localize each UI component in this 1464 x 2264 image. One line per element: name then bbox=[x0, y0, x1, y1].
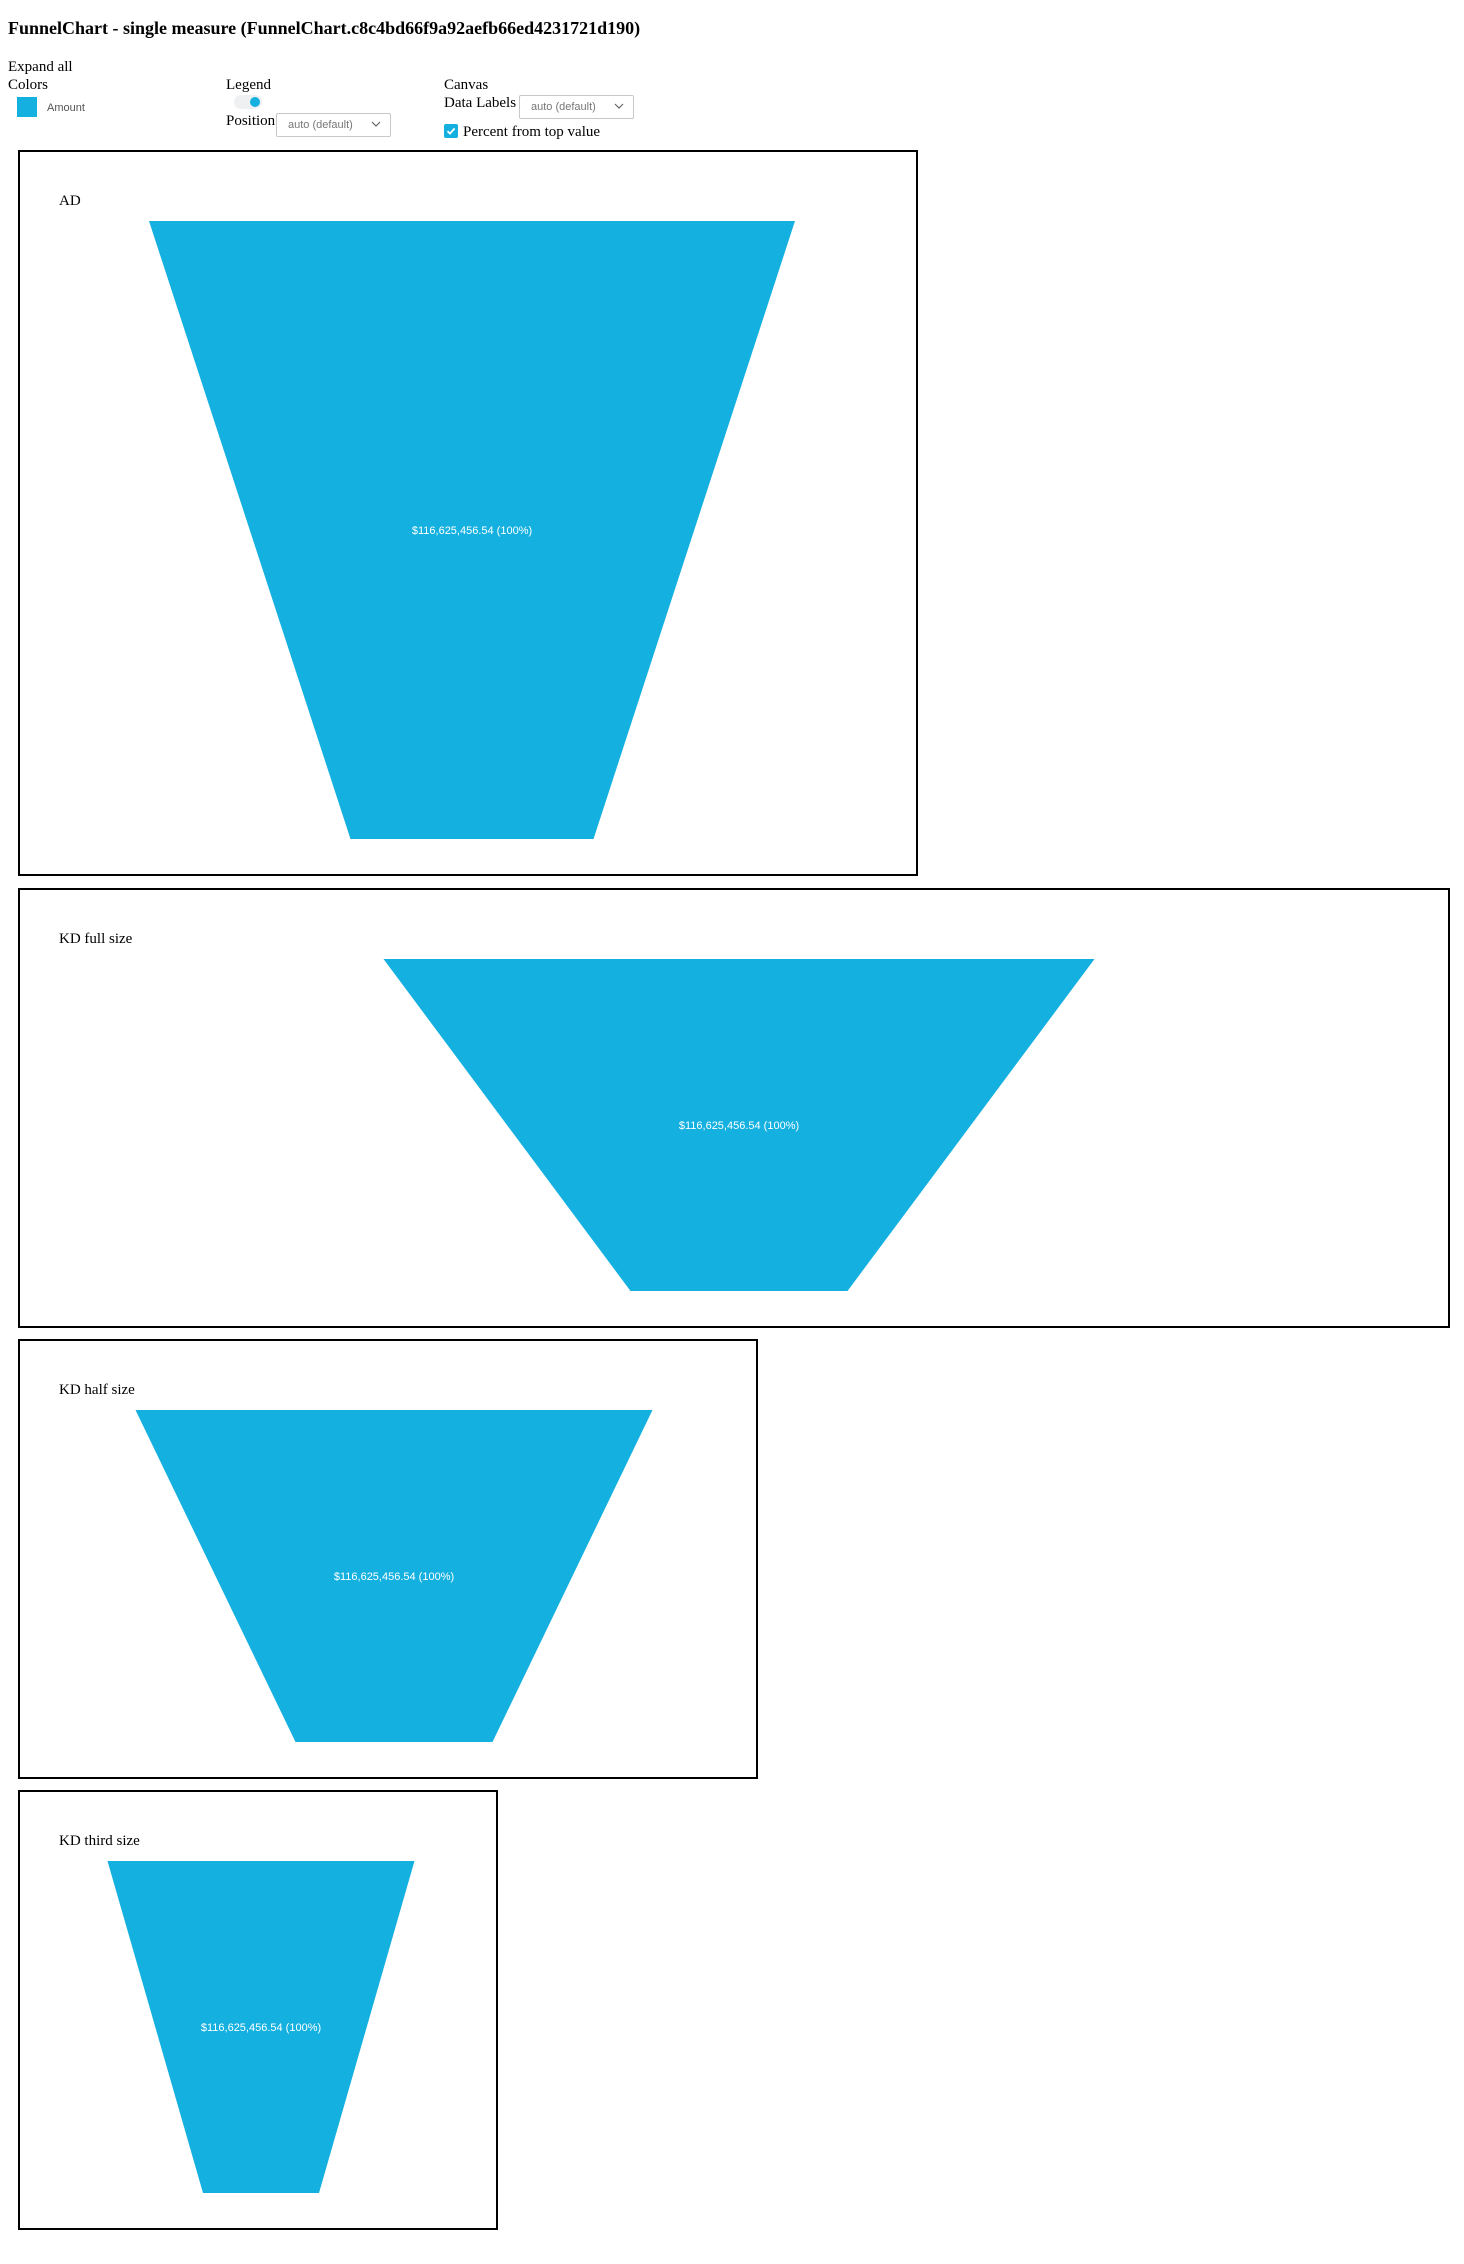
chevron-down-icon bbox=[371, 121, 381, 127]
funnel-plot: $116,625,456.54 (100%) bbox=[135, 1410, 653, 1742]
legend-label-amount: Amount bbox=[47, 102, 85, 114]
legend-toggle[interactable] bbox=[234, 95, 262, 109]
colors-label: Colors bbox=[8, 77, 49, 93]
position-label: Position bbox=[226, 113, 276, 129]
toggle-knob bbox=[250, 97, 260, 107]
data-labels-select-value: auto (default) bbox=[531, 101, 596, 113]
chart-title: KD full size bbox=[59, 931, 133, 947]
chart-title: KD third size bbox=[59, 1833, 140, 1849]
funnel-data-label: $116,625,456.54 (100%) bbox=[201, 2022, 321, 2034]
percent-label: Percent from top value bbox=[463, 124, 601, 140]
funnel-segment[interactable] bbox=[107, 1861, 415, 2193]
chart-card-kd-half: KD half size $116,625,456.54 (100%) bbox=[18, 1339, 758, 1779]
chart-card-kd-third: KD third size $116,625,456.54 (100%) bbox=[18, 1790, 498, 2230]
funnel-data-label: $116,625,456.54 (100%) bbox=[412, 525, 532, 537]
chevron-down-icon bbox=[614, 103, 624, 109]
percent-checkbox[interactable] bbox=[444, 124, 458, 138]
position-select-value: auto (default) bbox=[288, 119, 353, 131]
chart-title: AD bbox=[59, 193, 81, 209]
page-title: FunnelChart - single measure (FunnelChar… bbox=[8, 18, 641, 38]
legend-swatch-amount[interactable] bbox=[17, 97, 37, 117]
funnel-data-label: $116,625,456.54 (100%) bbox=[334, 1571, 454, 1583]
expand-all-link[interactable]: Expand all bbox=[8, 59, 73, 75]
chart-title: KD half size bbox=[59, 1382, 135, 1398]
data-labels-label: Data Labels bbox=[444, 95, 517, 111]
funnel-plot: $116,625,456.54 (100%) bbox=[149, 221, 795, 839]
funnel-plot: $116,625,456.54 (100%) bbox=[107, 1861, 415, 2193]
data-labels-select[interactable]: auto (default) bbox=[519, 95, 634, 119]
funnel-plot: $116,625,456.54 (100%) bbox=[383, 959, 1095, 1291]
chart-card-ad: AD $116,625,456.54 (100%) bbox=[18, 150, 918, 876]
funnel-segment[interactable] bbox=[383, 959, 1095, 1291]
funnel-data-label: $116,625,456.54 (100%) bbox=[679, 1120, 799, 1132]
chart-card-kd-full: KD full size $116,625,456.54 (100%) bbox=[18, 888, 1450, 1328]
canvas-label: Canvas bbox=[444, 77, 489, 93]
funnel-segment[interactable] bbox=[135, 1410, 653, 1742]
checkmark-icon bbox=[446, 127, 456, 135]
funnel-segment[interactable] bbox=[149, 221, 795, 839]
legend-label: Legend bbox=[226, 77, 271, 93]
position-select[interactable]: auto (default) bbox=[276, 113, 391, 137]
